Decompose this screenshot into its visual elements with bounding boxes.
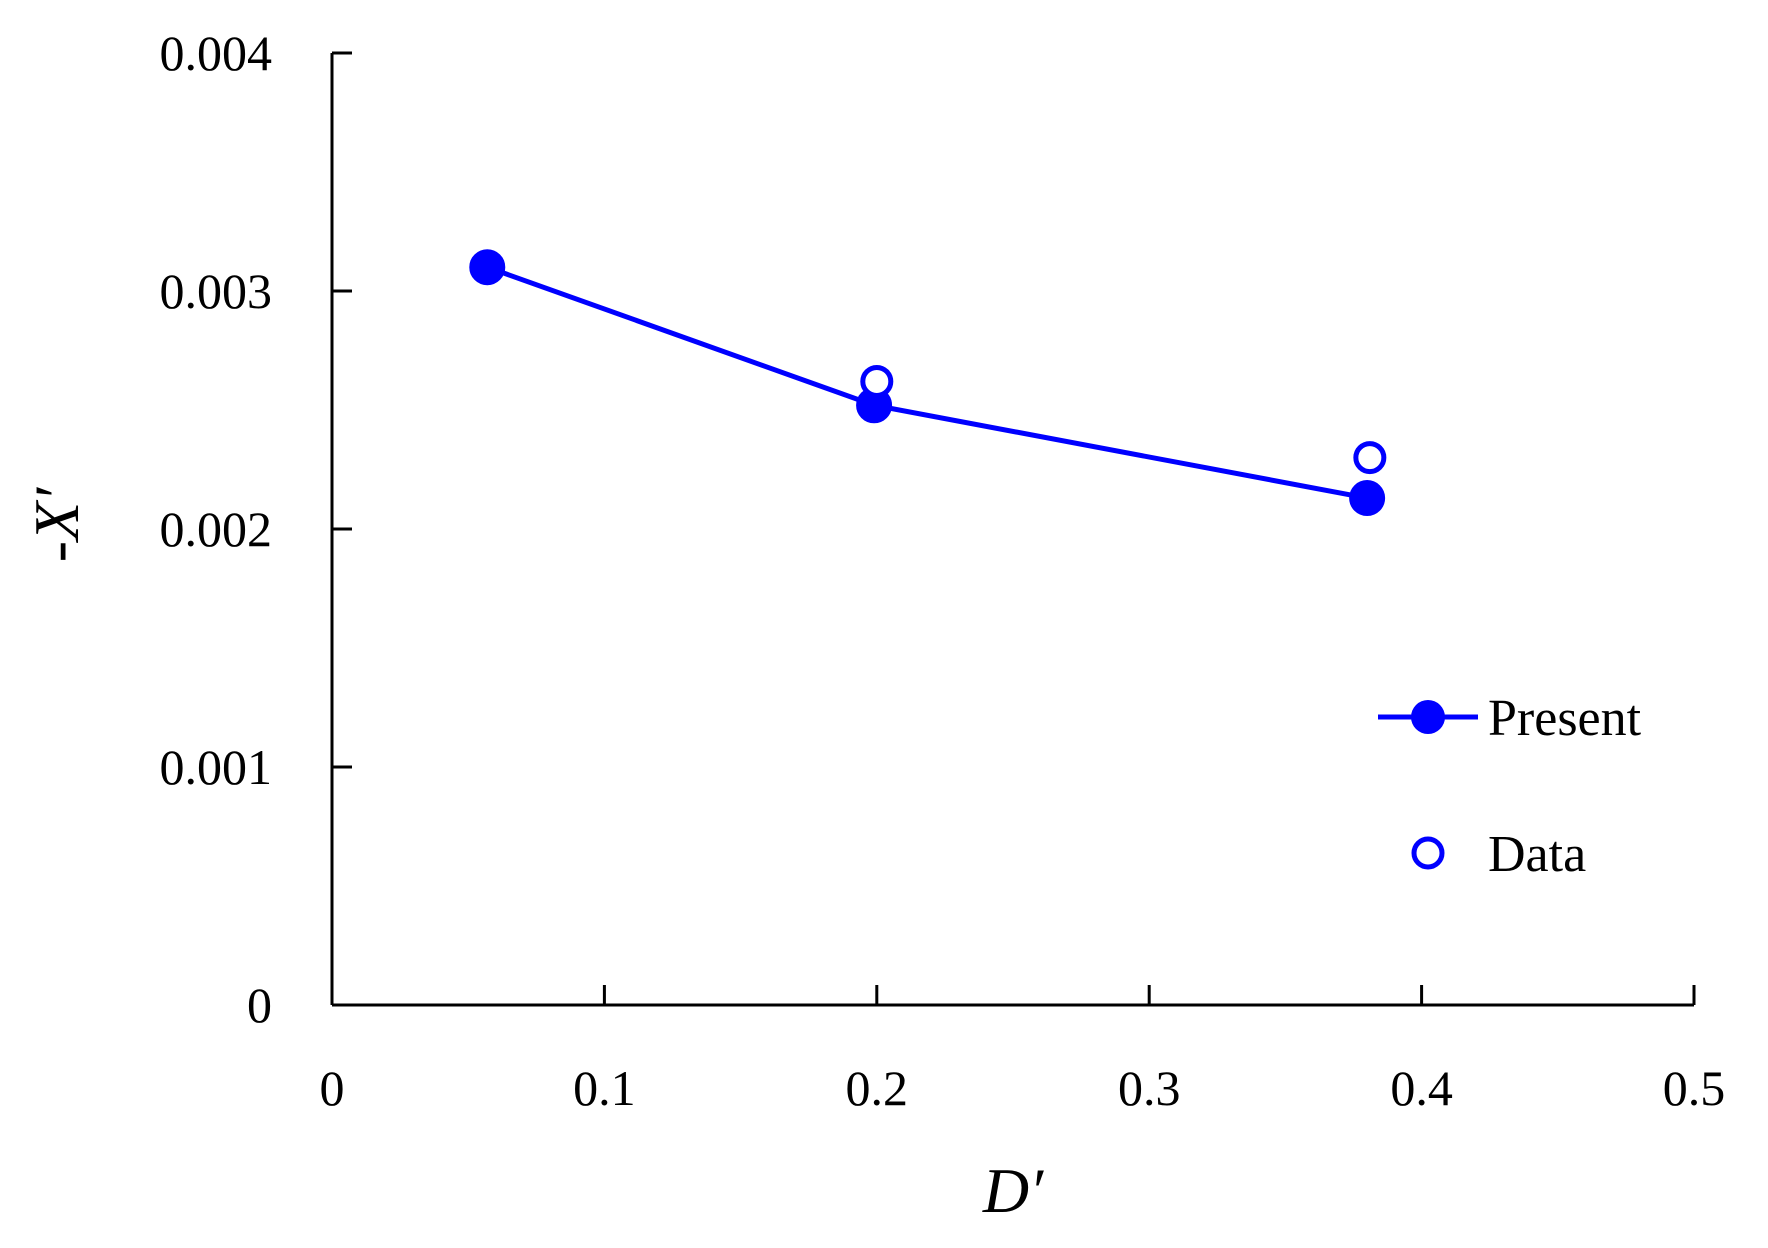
x-tick-label: 0.3 (1118, 1060, 1181, 1116)
series-layer (469, 249, 1387, 517)
y-tick-label: 0.004 (160, 25, 273, 81)
x-tick-label: 0.1 (573, 1060, 636, 1116)
y-axis-title: -X′ (21, 487, 92, 562)
x-tick-label: 0 (320, 1060, 345, 1116)
y-tick-label: 0 (247, 977, 272, 1033)
legend-data-label: Data (1488, 826, 1586, 883)
present-point (1349, 480, 1386, 517)
data-point (1353, 441, 1387, 475)
x-tick-label: 0.5 (1663, 1060, 1726, 1116)
legend-present-marker (1411, 700, 1445, 734)
legend-data-marker (1411, 836, 1445, 870)
y-tick-label: 0.001 (160, 739, 273, 795)
x-axis-title: D′ (982, 1155, 1044, 1226)
y-tick-label: 0.003 (160, 263, 273, 319)
data-point (860, 364, 894, 398)
x-tick-label: 0.4 (1390, 1060, 1453, 1116)
series-line-present (486, 264, 1368, 501)
legend: Present Data (1378, 690, 1642, 883)
x-tick-label: 0.2 (846, 1060, 909, 1116)
y-tick-label: 0.002 (160, 501, 273, 557)
ticks: 0 0.1 0.2 0.3 0.4 0.5 0 0.001 0.002 0.003 0.004 (160, 25, 1726, 1116)
present-point (469, 249, 506, 286)
legend-present-label: Present (1488, 690, 1642, 747)
